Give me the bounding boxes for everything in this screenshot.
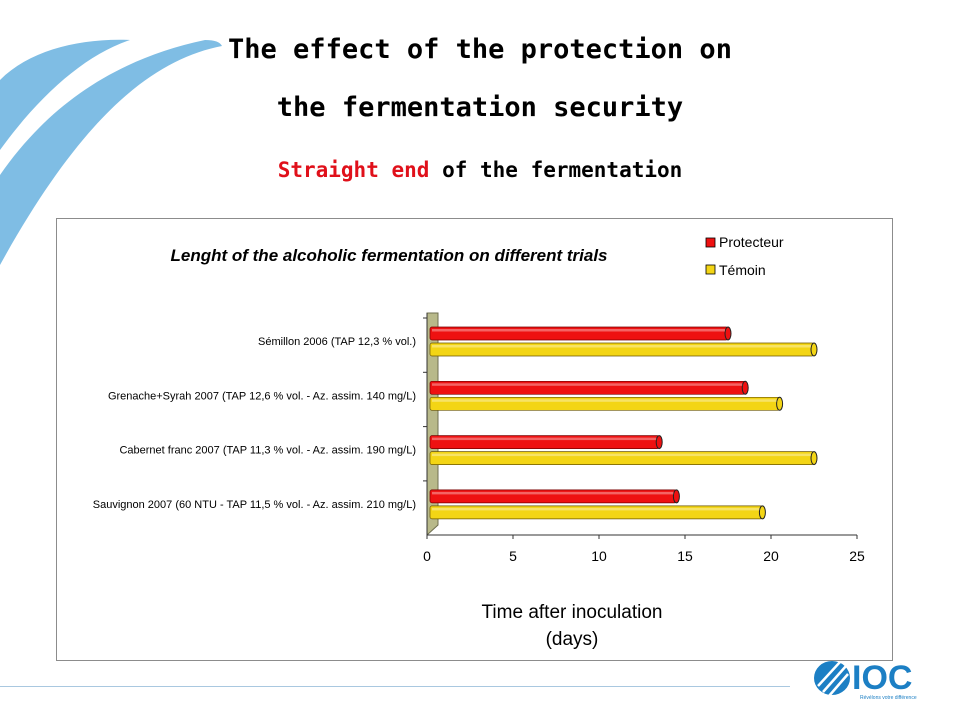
x-axis-label-line-1: Time after inoculation bbox=[482, 602, 663, 623]
bar-protecteur bbox=[429, 380, 749, 395]
ioc-logo: IOC Révélons votre différence bbox=[814, 659, 917, 701]
bar-temoin bbox=[429, 396, 784, 411]
x-tick-label: 25 bbox=[849, 548, 865, 564]
x-axis-label-line-2: (days) bbox=[546, 629, 599, 650]
bar-body bbox=[429, 396, 780, 411]
category-label: Cabernet franc 2007 (TAP 11,3 % vol. - A… bbox=[119, 445, 416, 457]
x-tick-label: 10 bbox=[591, 548, 607, 564]
bar-end-cap bbox=[776, 396, 784, 411]
legend: Protecteur Témoin bbox=[705, 234, 784, 278]
x-tick-label: 20 bbox=[763, 548, 779, 564]
x-tick-label: 0 bbox=[423, 548, 431, 564]
bar-end-cap bbox=[741, 380, 749, 395]
bar-highlight bbox=[432, 329, 725, 332]
legend-label-temoin: Témoin bbox=[719, 262, 766, 278]
legend-label-protecteur: Protecteur bbox=[719, 234, 784, 250]
bar-body bbox=[429, 435, 660, 449]
bars bbox=[429, 326, 818, 520]
bar-highlight bbox=[432, 399, 777, 402]
bar-highlight bbox=[432, 453, 811, 457]
bar-temoin bbox=[429, 342, 818, 357]
bar-highlight bbox=[432, 383, 743, 386]
bar-protecteur bbox=[429, 489, 680, 504]
category-labels: Sémillon 2006 (TAP 12,3 % vol.) Grenache+… bbox=[93, 317, 427, 511]
bar-body bbox=[429, 326, 729, 341]
bar-chart: Lenght of the alcoholic fermentation on … bbox=[93, 234, 865, 650]
bar-highlight bbox=[432, 345, 811, 348]
logo-mark-icon bbox=[814, 661, 850, 697]
footer-rule bbox=[0, 686, 790, 687]
legend-swatch-protecteur bbox=[705, 237, 716, 248]
category-label: Sémillon 2006 (TAP 12,3 % vol.) bbox=[258, 336, 416, 348]
bar-body bbox=[429, 489, 677, 504]
slide-title-line-2: the fermentation security bbox=[276, 92, 684, 123]
bar-end-cap bbox=[810, 451, 818, 466]
bar-body bbox=[429, 380, 746, 395]
bar-protecteur bbox=[429, 435, 663, 450]
bar-end-cap bbox=[672, 489, 680, 504]
legend-swatch-temoin bbox=[705, 264, 716, 275]
subtitle-rest: of the fermentation bbox=[429, 158, 683, 182]
bar-body bbox=[429, 342, 815, 357]
bar-protecteur bbox=[429, 326, 732, 341]
chart-title: Lenght of the alcoholic fermentation on … bbox=[171, 246, 608, 265]
subtitle-highlight: Straight end bbox=[277, 158, 430, 182]
chart-frame: Lenght of the alcoholic fermentation on … bbox=[56, 218, 893, 661]
bar-end-cap bbox=[810, 342, 818, 357]
category-label: Sauvignon 2007 (60 NTU - TAP 11,5 % vol.… bbox=[93, 499, 416, 511]
logo-text: IOC bbox=[852, 659, 912, 697]
bar-highlight bbox=[432, 437, 657, 441]
logo-tagline: Révélons votre différence bbox=[860, 695, 917, 701]
bar-end-cap bbox=[724, 326, 732, 341]
bar-end-cap bbox=[758, 505, 766, 520]
slide-title-line-1: The effect of the protection on bbox=[228, 34, 732, 65]
bar-body bbox=[429, 505, 763, 520]
bar-highlight bbox=[432, 507, 760, 511]
bar-highlight bbox=[432, 491, 674, 495]
bar-body bbox=[429, 451, 815, 465]
bar-temoin bbox=[429, 451, 818, 466]
x-tick-label: 5 bbox=[509, 548, 517, 564]
slide-subtitle: Straight end of the fermentation bbox=[180, 158, 780, 182]
category-label: Grenache+Syrah 2007 (TAP 12,6 % vol. - A… bbox=[108, 390, 416, 402]
x-axis-ticks: 0 5 10 15 20 25 bbox=[423, 535, 865, 564]
x-tick-label: 15 bbox=[677, 548, 693, 564]
bar-temoin bbox=[429, 505, 766, 520]
bar-end-cap bbox=[655, 435, 663, 450]
decorative-swoosh bbox=[0, 39, 222, 265]
